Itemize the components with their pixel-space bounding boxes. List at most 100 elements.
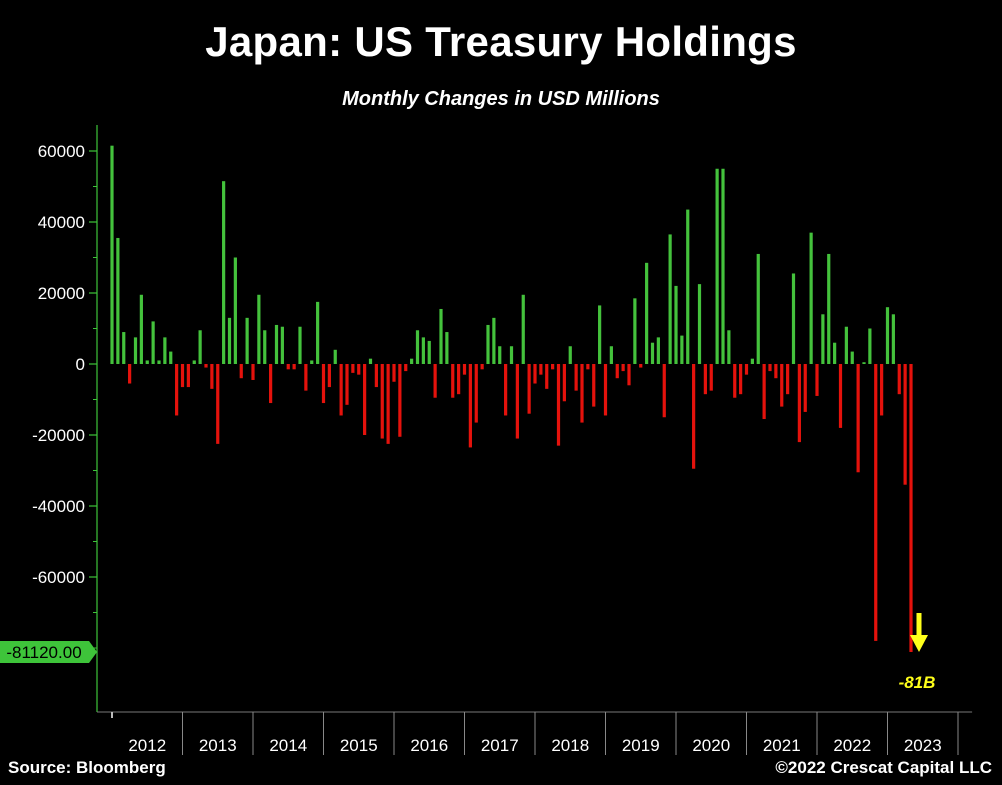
bar-positive — [868, 328, 872, 364]
bar-negative — [527, 364, 531, 414]
bar-negative — [474, 364, 478, 423]
bar-positive — [498, 346, 502, 364]
bar-positive — [598, 305, 602, 364]
bar-negative — [797, 364, 801, 443]
y-tick-label: -60000 — [32, 568, 85, 587]
bar-positive — [668, 234, 672, 364]
source-note: Source: Bloomberg — [8, 758, 166, 777]
bar-positive — [139, 294, 143, 364]
bar-negative — [562, 364, 566, 402]
bar-positive — [198, 330, 202, 364]
bar-positive — [222, 181, 226, 364]
bar-positive — [445, 332, 449, 364]
bar-negative — [762, 364, 766, 420]
bar-negative — [739, 364, 743, 395]
bar-positive — [891, 314, 895, 364]
bar-negative — [392, 364, 396, 382]
bar-negative — [786, 364, 790, 395]
bar-positive — [151, 321, 155, 364]
bar-negative — [321, 364, 326, 404]
bar-positive — [415, 330, 420, 364]
bar-positive — [674, 285, 678, 364]
labels-group: 60000 40000 20000 0 -20000 -40000 -60000 2012 20… — [0, 142, 942, 755]
x-tick-label: 2020 — [692, 736, 730, 755]
arrow-down-icon — [916, 613, 922, 637]
bar-positive — [727, 330, 731, 364]
bar-positive — [568, 346, 572, 364]
bar-positive — [680, 335, 684, 364]
bar-positive — [850, 351, 854, 364]
bar-negative — [327, 364, 331, 388]
bar-positive — [486, 324, 490, 364]
bar-negative — [292, 364, 296, 370]
bar-negative — [539, 364, 543, 375]
bar-positive — [227, 317, 232, 364]
y-tick-label: 20000 — [38, 284, 85, 303]
bar-positive — [368, 358, 373, 364]
bar-positive — [110, 145, 114, 364]
bar-positive — [263, 330, 267, 364]
bar-negative — [351, 364, 355, 373]
bar-negative — [621, 364, 625, 372]
bar-positive — [715, 168, 719, 364]
y-tick-label: -40000 — [32, 497, 85, 516]
bar-negative — [733, 364, 737, 398]
bar-positive — [257, 294, 261, 364]
bar-negative — [768, 364, 772, 372]
bar-positive — [821, 314, 825, 364]
bar-negative — [357, 364, 361, 375]
bar-negative — [398, 364, 402, 437]
bar-positive — [650, 342, 655, 364]
x-tick-label: 2017 — [481, 736, 519, 755]
bar-positive — [656, 337, 660, 364]
bar-negative — [216, 364, 220, 444]
annotation-label: -81B — [899, 673, 936, 692]
bar-positive — [116, 237, 120, 364]
bar-negative — [286, 364, 290, 370]
x-tick-label: 2018 — [551, 736, 589, 755]
bar-positive — [791, 273, 796, 364]
bar-negative — [533, 364, 537, 384]
x-tick-label: 2013 — [199, 736, 237, 755]
bar-negative — [774, 364, 778, 379]
bars-group — [110, 145, 913, 652]
bar-negative — [251, 364, 255, 380]
bar-positive — [862, 362, 866, 364]
bar-negative — [897, 364, 901, 395]
bar-positive — [298, 326, 302, 364]
bar-negative — [462, 364, 467, 375]
bar-positive — [427, 340, 431, 364]
bar-positive — [410, 358, 414, 364]
bar-negative — [662, 364, 666, 418]
bar-negative — [603, 364, 608, 416]
bar-positive — [609, 346, 613, 364]
bar-positive — [439, 308, 443, 364]
x-tick-label: 2015 — [340, 736, 378, 755]
bar-positive — [122, 332, 126, 364]
x-tick-label: 2014 — [269, 736, 307, 755]
bar-negative — [580, 364, 584, 423]
copyright-note: ©2022 Crescat Capital LLC — [775, 758, 992, 777]
bar-positive — [492, 317, 496, 364]
bar-positive — [721, 168, 725, 364]
chart-title: Japan: US Treasury Holdings — [205, 18, 797, 65]
bar-negative — [186, 364, 190, 388]
bar-negative — [204, 364, 208, 368]
bar-positive — [509, 346, 514, 364]
bar-positive — [645, 262, 649, 364]
bar-negative — [556, 364, 561, 446]
bar-positive — [133, 337, 138, 364]
bar-negative — [692, 364, 696, 469]
bar-negative — [480, 364, 484, 370]
last-value-badge — [0, 640, 97, 663]
arrow-down-icon-head — [910, 635, 928, 652]
bar-positive — [844, 326, 848, 364]
bar-negative — [180, 364, 185, 388]
bar-positive — [145, 360, 149, 364]
bar-negative — [874, 364, 878, 641]
bar-negative — [175, 364, 179, 416]
bar-positive — [756, 253, 760, 364]
x-tick-label: 2012 — [128, 736, 166, 755]
bar-positive — [421, 337, 425, 364]
